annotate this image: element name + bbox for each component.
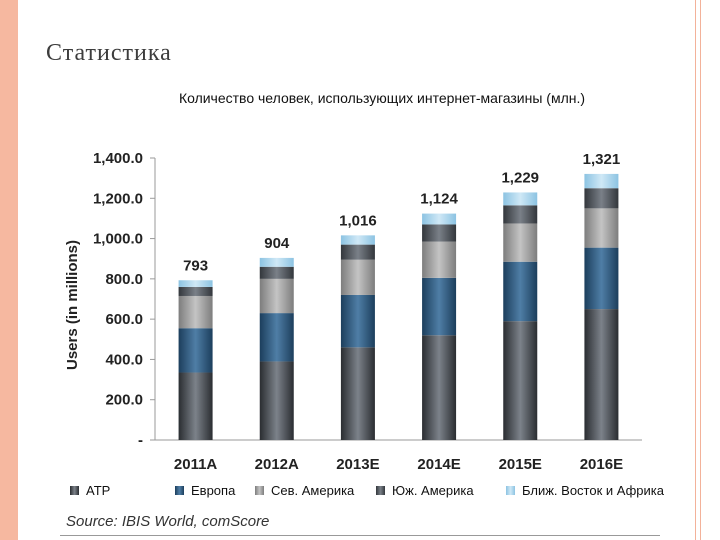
category-label: 2016E xyxy=(580,456,623,473)
legend-label: Европа xyxy=(191,483,236,498)
legend-label: Сев. Америка xyxy=(271,483,355,498)
bar-segment-2-2013E xyxy=(340,294,375,348)
bar-segment-1-2012A xyxy=(259,361,294,440)
bar-segment-1-2016E xyxy=(584,309,619,440)
category-label: 2011A xyxy=(174,456,218,473)
y-tick-label: 200.0 xyxy=(105,392,143,409)
chart-title: Количество человек, использующих интерне… xyxy=(179,90,585,106)
bar-segment-4-2013E xyxy=(340,244,375,260)
y-tick-label: 600.0 xyxy=(105,311,143,328)
y-tick-label: 1,000.0 xyxy=(93,231,143,248)
bar-segment-3-2014E xyxy=(422,241,457,278)
total-label: 904 xyxy=(264,235,290,252)
legend-label: Юж. Америка xyxy=(392,483,474,498)
bar-segment-4-2014E xyxy=(422,224,457,242)
y-axis-ticks: - 200.0 400.0 600.0 800.0 1,000.0 1,200.0 1,400… xyxy=(93,150,155,449)
total-label: 1,124 xyxy=(420,191,458,208)
bar-segment-5-2014E xyxy=(422,213,457,225)
bar-segment-5-2015E xyxy=(503,192,538,206)
legend-swatch xyxy=(175,486,184,495)
bars-group xyxy=(178,173,619,440)
category-label: 2014E xyxy=(417,456,460,473)
legend-swatch xyxy=(70,486,79,495)
slide-title: Статистика xyxy=(46,40,172,66)
slide-right-border xyxy=(695,0,696,540)
total-label: 1,016 xyxy=(339,212,377,229)
legend-swatch xyxy=(506,486,515,495)
legend-label: Ближ. Восток и Африка xyxy=(522,483,665,498)
bar-segment-2-2012A xyxy=(259,313,294,362)
y-tick-label: - xyxy=(138,432,143,449)
bar-segment-3-2016E xyxy=(584,208,619,248)
bar-segment-3-2011A xyxy=(178,295,213,329)
category-label: 2012A xyxy=(255,456,299,473)
bar-segment-3-2015E xyxy=(503,223,538,262)
total-label: 793 xyxy=(183,257,208,274)
bar-segment-2-2014E xyxy=(422,277,457,336)
bar-segment-4-2011A xyxy=(178,286,213,296)
legend-label: ATP xyxy=(86,483,110,498)
bar-segment-5-2011A xyxy=(178,280,213,287)
bar-segment-2-2011A xyxy=(178,328,213,373)
total-label: 1,321 xyxy=(583,151,621,168)
bar-segment-5-2012A xyxy=(259,257,294,267)
total-label: 1,229 xyxy=(501,169,539,186)
source-divider xyxy=(60,535,660,536)
bar-segment-1-2015E xyxy=(503,321,538,440)
bar-segment-2-2015E xyxy=(503,261,538,322)
bar-segment-5-2016E xyxy=(584,173,619,189)
bar-segment-3-2013E xyxy=(340,259,375,295)
total-labels: 793 904 1,016 1,124 1,229 1,321 xyxy=(183,151,620,274)
category-label: 2015E xyxy=(499,456,542,473)
bar-segment-5-2013E xyxy=(340,235,375,245)
bar-segment-4-2016E xyxy=(584,188,619,209)
category-label: 2013E xyxy=(336,456,379,473)
y-tick-label: 1,400.0 xyxy=(93,150,143,167)
source-note: Source: IBIS World, comScore xyxy=(66,513,270,530)
bar-segment-3-2012A xyxy=(259,278,294,314)
bar-segment-1-2013E xyxy=(340,347,375,440)
y-tick-label: 1,200.0 xyxy=(93,190,143,207)
category-labels: 2011A 2012A 2013E 2014E 2015E 2016E xyxy=(174,456,623,473)
legend-swatch xyxy=(376,486,385,495)
bar-segment-1-2011A xyxy=(178,372,213,440)
y-tick-label: 400.0 xyxy=(105,351,143,368)
bar-segment-1-2014E xyxy=(422,335,457,440)
y-axis-label: Users (in millions) xyxy=(64,240,81,370)
slide-right-border-inner xyxy=(700,0,701,540)
slide-left-border xyxy=(0,0,18,540)
y-tick-label: 800.0 xyxy=(105,271,143,288)
legend: ATP Европа Сев. Америка Юж. Америка Ближ. Во… xyxy=(70,483,665,498)
bar-segment-4-2015E xyxy=(503,205,538,224)
bar-segment-2-2016E xyxy=(584,247,619,310)
bar-segment-4-2012A xyxy=(259,266,294,279)
legend-swatch xyxy=(255,486,264,495)
